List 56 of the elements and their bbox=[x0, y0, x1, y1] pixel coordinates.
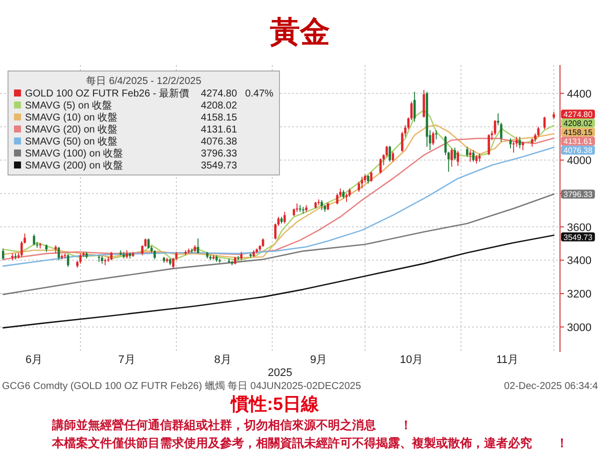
text: 4274.80 bbox=[564, 110, 592, 120]
candlestick bbox=[298, 205, 302, 212]
data-label: 4208.02 bbox=[564, 119, 593, 128]
data-label: 3549.73 bbox=[564, 232, 593, 242]
legend-label: GOLD 100 OZ FUTR Feb26 - 最新價 bbox=[25, 88, 189, 100]
text: 4076.38 bbox=[200, 136, 238, 148]
legend-title: 每日 6/4/2025 - 12/2/2025 bbox=[86, 75, 202, 87]
data-label: 4158.15 bbox=[564, 128, 593, 138]
y-tick-label: 4400 bbox=[567, 88, 592, 100]
text: 3549.73 bbox=[200, 160, 238, 172]
text: 講師並無經營任何通信群組或社群，切勿相信來源不明之消息 ！ bbox=[51, 418, 412, 432]
data-label: 4076.38 bbox=[564, 146, 593, 156]
text: 4158.15 bbox=[200, 112, 238, 124]
text: 慣性:5日線 bbox=[230, 394, 320, 414]
line-series bbox=[2, 234, 554, 328]
candlestick bbox=[318, 199, 320, 206]
x-tick-label: 7月 bbox=[118, 354, 136, 366]
candlestick bbox=[190, 248, 193, 253]
legend-label: SMAVG (50) on 收盤 bbox=[25, 136, 118, 148]
data-label: 4131.61 bbox=[564, 137, 593, 146]
candlestick bbox=[120, 250, 122, 256]
candlestick bbox=[14, 254, 17, 260]
x-tick-label: 9月 bbox=[310, 354, 328, 366]
x-tick-label: 11月 bbox=[496, 354, 519, 366]
y-tick-label: 3000 bbox=[567, 322, 592, 334]
legend-label: SMAVG (100) on 收盤 bbox=[25, 148, 124, 160]
annotation: 0.47% bbox=[245, 88, 274, 100]
legend-label: SMAVG (20) on 收盤 bbox=[25, 124, 118, 136]
text: 4274.80 bbox=[200, 88, 238, 100]
x-tick-label: 10月 bbox=[400, 354, 424, 366]
candlestick bbox=[98, 255, 100, 262]
line-series bbox=[2, 193, 554, 296]
legend-label: SMAVG (200) on 收盤 bbox=[25, 160, 124, 172]
candlestick bbox=[218, 258, 221, 263]
candlestick bbox=[104, 258, 106, 266]
candlestick bbox=[54, 245, 57, 254]
candlestick bbox=[11, 254, 14, 260]
x-tick-label: 8月 bbox=[214, 354, 232, 366]
text: 4208.02 bbox=[200, 100, 238, 112]
text: 02-Dec-2025 06:34:4 bbox=[504, 381, 598, 392]
x-axis-title: 2025 bbox=[268, 367, 292, 379]
x-tick-label: 6月 bbox=[25, 354, 43, 366]
data-label: 3796.33 bbox=[564, 190, 593, 200]
candlestick bbox=[126, 250, 128, 259]
y-tick-label: 3400 bbox=[567, 255, 592, 268]
text: GCG6 Comdty (GOLD 100 OZ FUTR Feb26) 蠟燭 每日 04JUN2025-02DEC2025 bbox=[2, 380, 362, 392]
y-tick-label: 4000 bbox=[567, 155, 592, 168]
y-tick-label: 3200 bbox=[567, 288, 592, 301]
text: 4131.61 bbox=[200, 124, 238, 136]
candlestick bbox=[296, 203, 298, 212]
y-tick-label: 3600 bbox=[567, 222, 592, 234]
legend-label: SMAVG (10) on 收盤 bbox=[25, 112, 118, 124]
text: 3796.33 bbox=[200, 148, 238, 160]
legend-label: SMAVG (5) on 收盤 bbox=[25, 100, 112, 112]
text: 本檔案文件僅供節目需求使用及參考，相關資訊未經許可不得揭露、複製或散佈，違者必究 ！ bbox=[51, 436, 568, 450]
chart-title: 黃金 bbox=[270, 16, 330, 49]
